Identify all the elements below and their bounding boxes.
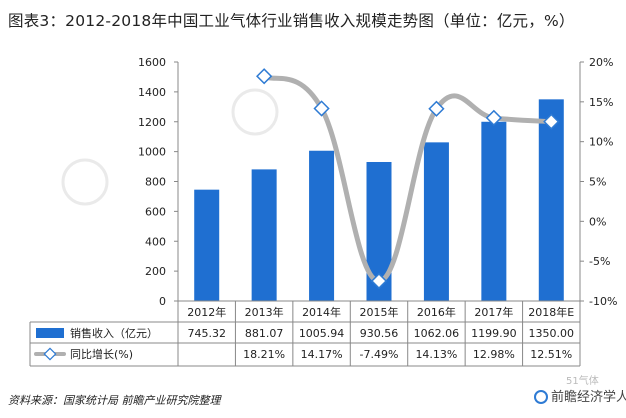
y-right-tick-label: 5% xyxy=(589,176,606,189)
x-category-label: 2012年 xyxy=(187,305,226,319)
legend-bar-label: 销售收入（亿元） xyxy=(70,326,158,340)
y-left-tick-label: 200 xyxy=(145,265,166,278)
y-left-tick-label: 0 xyxy=(159,295,166,308)
bar xyxy=(481,121,507,301)
growth-value-label: 18.21% xyxy=(243,348,285,361)
growth-line-path xyxy=(261,73,554,284)
bar-value-label: 1005.94 xyxy=(299,327,345,340)
legend-line-marker xyxy=(43,347,57,361)
growth-line xyxy=(256,68,560,290)
growth-point xyxy=(256,68,273,85)
growth-point xyxy=(485,109,502,127)
y-left-tick-label: 1600 xyxy=(138,56,166,69)
growth-point xyxy=(543,113,560,130)
growth-point xyxy=(428,100,445,117)
bar-value-label: 1199.90 xyxy=(471,327,517,340)
growth-value-label: 14.13% xyxy=(415,348,457,361)
y-left-tick-label: 1200 xyxy=(138,116,166,129)
bar-value-label: 930.56 xyxy=(360,327,399,340)
bar-value-label: 1350.00 xyxy=(529,327,575,340)
watermark xyxy=(61,88,279,206)
bar xyxy=(309,150,335,301)
corner-watermark: 51气体 xyxy=(566,376,599,387)
brand-text: 前瞻经济学人APP xyxy=(551,390,626,405)
bar-value-label: 1062.06 xyxy=(414,327,460,340)
y-right-tick-label: -10% xyxy=(589,295,617,308)
growth-value-label: 12.98% xyxy=(473,348,515,361)
y-left-tick-label: 1000 xyxy=(138,146,166,159)
y-left-tick-label: 600 xyxy=(145,205,166,218)
y-right-tick-label: 0% xyxy=(589,215,606,228)
x-category-label: 2014年 xyxy=(302,305,341,319)
y-left-tick-label: 400 xyxy=(145,235,166,248)
bar-value-label: 745.32 xyxy=(187,327,226,340)
brand-label: 前瞻经济学人APP xyxy=(534,386,626,405)
chart-title: 图表3：2012-2018年中国工业气体行业销售收入规模走势图（单位：亿元，%） xyxy=(8,12,575,30)
y-right-tick-label: 15% xyxy=(589,96,613,109)
data-table: 2012年 2013年 2014年 2015年 2016年 2017年 2018年E 销售收入… xyxy=(29,300,581,367)
brand-logo-icon xyxy=(534,390,548,404)
growth-value-label: 14.17% xyxy=(301,348,343,361)
legend-bar-swatch xyxy=(36,328,64,338)
x-category-label: 2013年 xyxy=(245,305,284,319)
y-left-tick-label: 1400 xyxy=(138,86,166,99)
x-category-label: 2018年E xyxy=(528,305,574,319)
bars xyxy=(194,99,564,301)
legend-line-label: 同比增长(%) xyxy=(70,347,133,361)
bar xyxy=(538,99,564,301)
bar xyxy=(251,169,277,301)
y-right-tick-label: -5% xyxy=(589,255,610,268)
bar xyxy=(423,142,449,301)
growth-point xyxy=(370,272,388,290)
growth-value-label: 12.51% xyxy=(530,348,572,361)
growth-point xyxy=(313,100,330,117)
y-right-tick-label: 20% xyxy=(589,56,613,69)
bar xyxy=(194,189,220,301)
x-category-label: 2015年 xyxy=(360,305,399,319)
y-left-tick-label: 800 xyxy=(145,176,166,189)
growth-value-label: -7.49% xyxy=(360,348,399,361)
bar-value-label: 881.07 xyxy=(245,327,284,340)
x-category-label: 2016年 xyxy=(417,305,456,319)
x-category-label: 2017年 xyxy=(474,305,513,319)
y-right-tick-label: 10% xyxy=(589,136,613,149)
source-note: 资料来源：国家统计局 前瞻产业研究院整理 xyxy=(8,394,221,407)
axes: 0 200 400 600 800 1000 1200 1400 1600 -10% -5% 0% 5%… xyxy=(138,56,617,308)
